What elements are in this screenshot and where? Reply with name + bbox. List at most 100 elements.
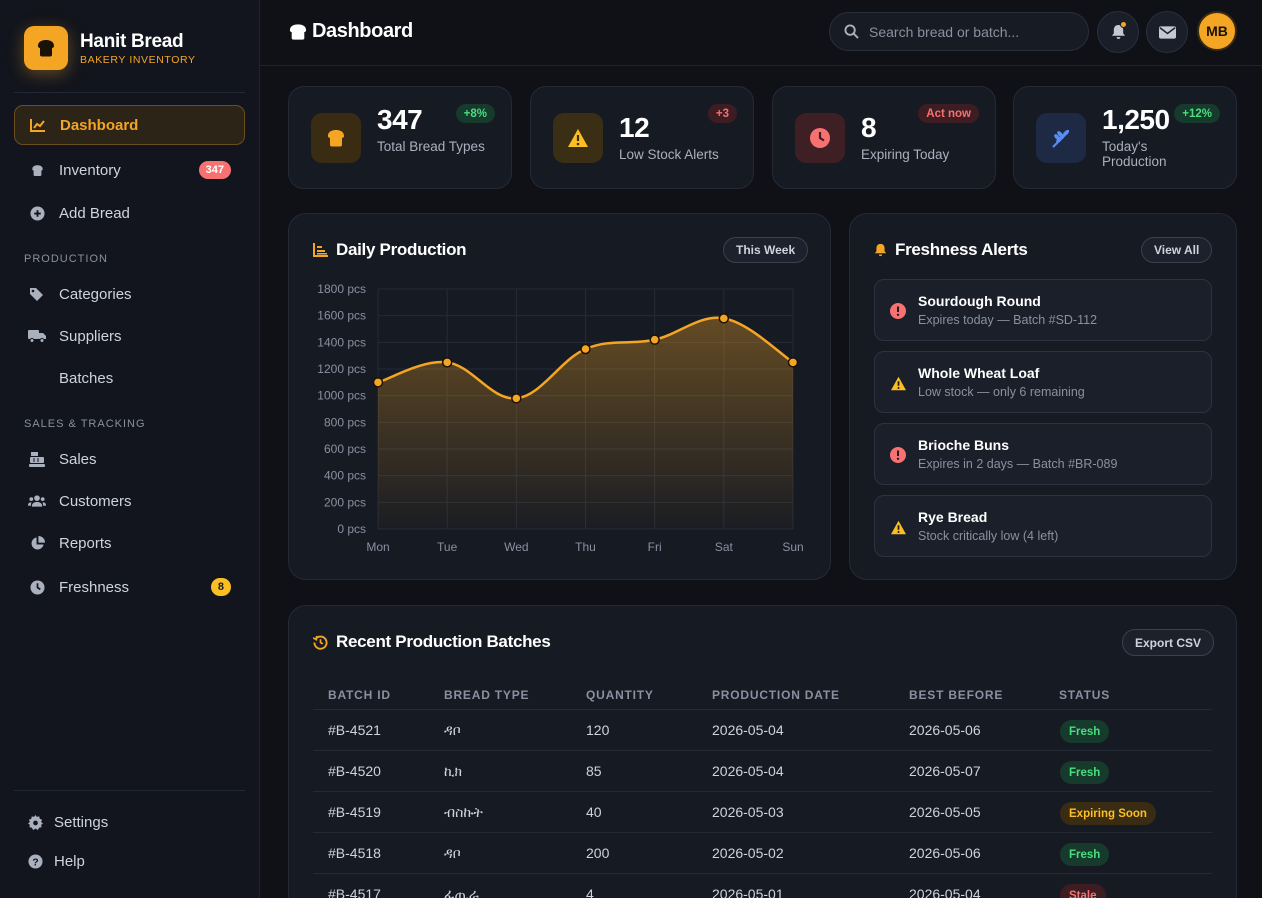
data-point[interactable]	[441, 357, 453, 368]
search-input[interactable]	[869, 23, 1069, 40]
best-before: 2026-05-05	[909, 804, 981, 820]
search-box[interactable]	[829, 12, 1089, 51]
plus-circle-icon	[28, 204, 46, 222]
data-point[interactable]	[372, 377, 384, 388]
x-tick-label: Wed	[504, 540, 528, 554]
sidebar-item-freshness[interactable]: Freshness 8	[14, 567, 245, 607]
sidebar-item-settings[interactable]: Settings	[14, 802, 245, 842]
sidebar-item-batches[interactable]: Batches	[14, 358, 245, 398]
svg-text:?: ?	[32, 857, 38, 868]
stat-value: 12	[619, 112, 650, 143]
stat-value: 8	[861, 112, 877, 143]
status-badge: Stale	[1060, 884, 1106, 898]
sidebar-item-add-bread[interactable]: Add Bread	[14, 193, 245, 233]
brand[interactable]: Hanit Bread BAKERY INVENTORY	[24, 26, 196, 70]
batch-id: #B-4518	[328, 845, 381, 861]
page-title-text: Dashboard	[312, 20, 413, 42]
users-icon	[28, 492, 46, 510]
stat-change-chip: +3	[707, 104, 737, 123]
sidebar-item-customers[interactable]: Customers	[14, 481, 245, 521]
export-csv-button[interactable]: Export CSV	[1122, 629, 1215, 656]
error-circle-icon	[889, 302, 907, 320]
history-icon	[313, 635, 328, 650]
table-row[interactable]: #B-4518 ዳቦ 200 2026-05-02 2026-05-06 Fre…	[313, 832, 1212, 873]
avatar[interactable]: MB	[1197, 11, 1237, 51]
bread-type: ዳቦ	[444, 845, 461, 861]
data-point[interactable]	[787, 357, 799, 368]
daily-production-panel: Daily Production This Week 0 pcs 200 pcs 4…	[288, 213, 831, 580]
alert-title: Brioche Buns	[918, 437, 1010, 453]
sidebar-item-label: Suppliers	[59, 327, 122, 345]
range-button[interactable]: This Week	[723, 237, 809, 263]
inventory-count-badge: 347	[198, 161, 231, 179]
chart-line-icon	[29, 116, 47, 134]
data-point[interactable]	[718, 313, 730, 324]
cash-register-icon	[28, 450, 46, 468]
freshness-alerts-panel: Freshness Alerts View All Sourdough Roun…	[849, 213, 1237, 580]
quantity: 120	[586, 722, 610, 738]
stat-card-expiring[interactable]: 8 Expiring Today Act now	[772, 86, 996, 189]
data-point[interactable]	[580, 343, 591, 355]
column-header[interactable]: BATCH ID	[328, 688, 391, 702]
divider	[14, 790, 245, 791]
bread-icon	[289, 23, 307, 40]
panel-title-text: Recent Production Batches	[336, 632, 551, 651]
table-row[interactable]: #B-4521 ዳቦ 120 2026-05-04 2026-05-06 Fre…	[313, 709, 1212, 750]
sidebar-item-categories[interactable]: Categories	[14, 274, 245, 314]
error-circle-icon	[889, 446, 907, 464]
sidebar-item-sales[interactable]: Sales	[14, 439, 245, 479]
x-tick-label: Sun	[782, 540, 803, 554]
stat-card-total-bread[interactable]: 347 Total Bread Types +8%	[288, 86, 512, 189]
y-tick-label: 600 pcs	[324, 442, 366, 456]
warning-icon	[553, 113, 603, 163]
column-header[interactable]: BREAD TYPE	[444, 688, 530, 702]
best-before: 2026-05-06	[909, 845, 981, 861]
alert-item[interactable]: Brioche Buns Expires in 2 days — Batch #…	[874, 423, 1212, 485]
table-row[interactable]: #B-4520 ኪክ 85 2026-05-04 2026-05-07 Fres…	[313, 750, 1212, 791]
view-all-button[interactable]: View All	[1141, 237, 1213, 263]
batch-id: #B-4519	[328, 804, 381, 820]
sidebar: Hanit Bread BAKERY INVENTORY Dashboard I…	[0, 0, 260, 898]
bread-type: ኪክ	[444, 763, 463, 779]
alert-item[interactable]: Sourdough Round Expires today — Batch #S…	[874, 279, 1212, 341]
stat-card-production[interactable]: 1,250 Today's Production +12%	[1013, 86, 1237, 189]
notifications-button[interactable]	[1097, 11, 1139, 53]
y-tick-label: 1200 pcs	[317, 362, 366, 376]
data-point[interactable]	[649, 334, 660, 345]
status-badge: Fresh	[1060, 761, 1110, 784]
table-row[interactable]: #B-4517 ፈጢራ 4 2026-05-01 2026-05-04 Stal…	[313, 873, 1212, 898]
quantity: 85	[586, 763, 602, 779]
column-header[interactable]: PRODUCTION DATE	[712, 688, 840, 702]
x-tick-label: Fri	[648, 540, 662, 554]
stat-card-low-stock[interactable]: 12 Low Stock Alerts +3	[530, 86, 754, 189]
messages-button[interactable]	[1146, 11, 1188, 53]
alert-item[interactable]: Whole Wheat Loaf Low stock — only 6 rema…	[874, 351, 1212, 413]
x-tick-label: Sat	[715, 540, 734, 554]
sidebar-item-suppliers[interactable]: Suppliers	[14, 316, 245, 356]
alert-title: Whole Wheat Loaf	[918, 365, 1040, 381]
stat-change-chip: Act now	[918, 104, 979, 123]
bell-icon	[874, 243, 887, 257]
truck-icon	[28, 327, 46, 345]
brand-name: Hanit Bread	[80, 30, 184, 52]
pie-chart-icon	[28, 534, 46, 552]
x-tick-label: Tue	[437, 540, 458, 554]
x-tick-label: Mon	[366, 540, 389, 554]
y-tick-label: 1000 pcs	[317, 389, 366, 403]
stat-label: Today's Production	[1102, 139, 1167, 169]
stat-change-chip: +12%	[1174, 104, 1220, 123]
column-header[interactable]: QUANTITY	[586, 688, 654, 702]
sidebar-item-inventory[interactable]: Inventory 347	[14, 150, 245, 190]
data-point[interactable]	[511, 393, 522, 404]
column-header[interactable]: STATUS	[1059, 688, 1111, 702]
sidebar-item-help[interactable]: ? Help	[14, 841, 245, 881]
sidebar-item-label: Dashboard	[60, 116, 139, 134]
bread-type: ብስኩት	[444, 804, 483, 820]
alert-item[interactable]: Rye Bread Stock critically low (4 left)	[874, 495, 1212, 557]
table-row[interactable]: #B-4519 ብስኩት 40 2026-05-03 2026-05-05 Ex…	[313, 791, 1212, 832]
column-header[interactable]: BEST BEFORE	[909, 688, 1004, 702]
nav-section-production: PRODUCTION	[24, 253, 108, 265]
sidebar-item-dashboard[interactable]: Dashboard	[14, 105, 245, 145]
sidebar-item-reports[interactable]: Reports	[14, 523, 245, 563]
bread-logo-icon	[24, 26, 68, 70]
